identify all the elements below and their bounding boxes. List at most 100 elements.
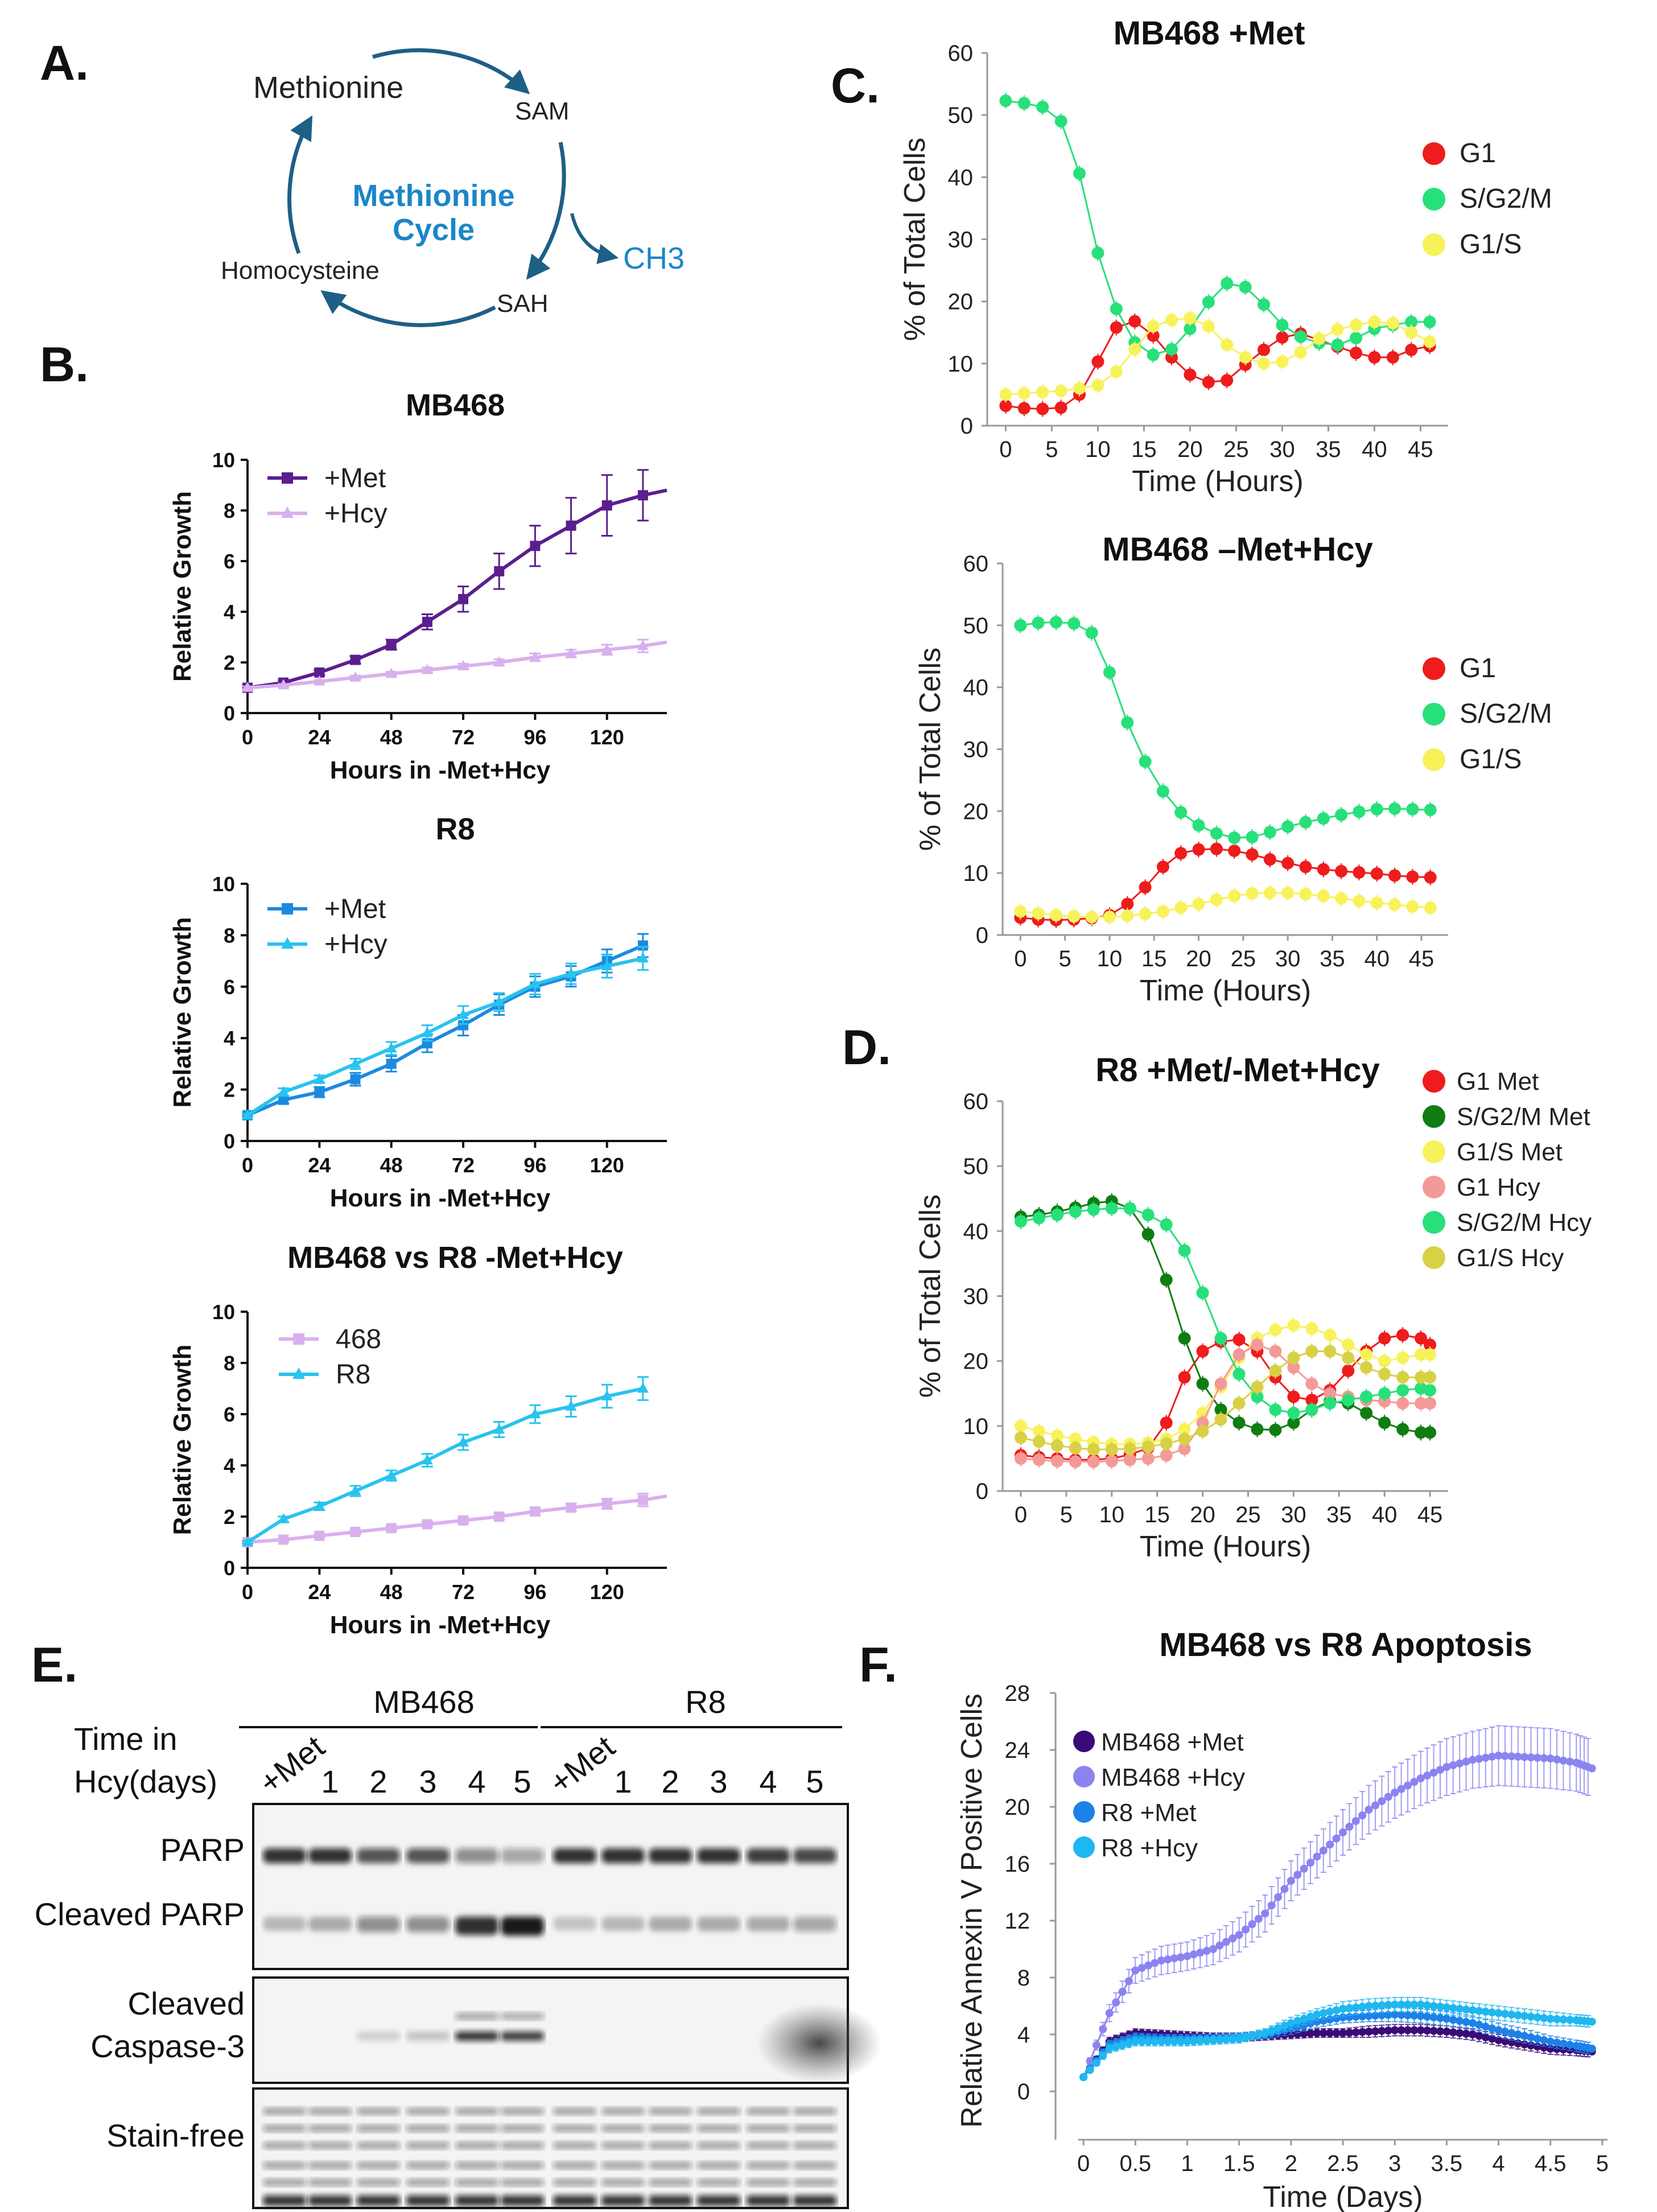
data-point xyxy=(1345,1823,1354,1831)
data-point xyxy=(278,1513,290,1523)
data-point xyxy=(385,1469,397,1480)
data-point xyxy=(1178,1423,1191,1436)
panel-label-b: B. xyxy=(40,337,89,392)
x-tick-label: 24 xyxy=(308,1580,331,1604)
data-point xyxy=(1319,2029,1328,2037)
data-point xyxy=(1032,1212,1045,1225)
legend-label: S/G2/M Hcy xyxy=(1457,1209,1592,1237)
data-point xyxy=(529,1408,541,1419)
data-point xyxy=(1174,806,1188,819)
data-point xyxy=(1442,2028,1451,2036)
data-point xyxy=(1397,2026,1405,2034)
y-tick-label: 10 xyxy=(212,872,235,896)
data-point xyxy=(1540,2036,1548,2044)
data-point xyxy=(1514,1752,1522,1761)
x-tick-label: 1.5 xyxy=(1223,2151,1255,2176)
band-stain-free xyxy=(263,2162,306,2168)
data-point xyxy=(1559,2015,1568,2024)
data-point xyxy=(1105,1455,1118,1468)
x-tick-label: 0 xyxy=(242,1154,253,1177)
data-point xyxy=(1429,2026,1438,2035)
y-axis-label: Relative Growth xyxy=(168,1345,196,1535)
legend-marker xyxy=(1423,233,1445,256)
y-tick-label: 0 xyxy=(224,1556,235,1580)
legend-label: MB468 +Hcy xyxy=(1101,1764,1245,1791)
data-point xyxy=(1424,901,1437,915)
x-tick-label: 4 xyxy=(1492,2151,1505,2176)
data-point xyxy=(1462,1757,1470,1766)
data-point xyxy=(350,1074,361,1085)
data-point xyxy=(1350,319,1362,332)
data-point xyxy=(1299,860,1312,874)
legend-marker xyxy=(282,472,293,484)
x-axis-label: Time (Hours) xyxy=(1132,465,1303,498)
data-point xyxy=(1391,2026,1399,2034)
y-tick-label: 2 xyxy=(224,1505,235,1529)
legend-marker xyxy=(292,1367,305,1379)
data-point xyxy=(1174,847,1188,860)
data-point xyxy=(1036,100,1049,113)
data-point xyxy=(601,1498,612,1509)
data-point xyxy=(529,978,541,988)
data-point xyxy=(1280,1885,1289,1893)
data-point xyxy=(1553,2045,1561,2053)
series-G1/S xyxy=(1014,884,1437,925)
wb-blot-caspase xyxy=(252,1976,849,2084)
data-point xyxy=(1128,343,1141,356)
data-point xyxy=(1160,1449,1173,1462)
data-point xyxy=(1073,382,1086,395)
data-point xyxy=(1424,1426,1437,1439)
wb-row-stain-free: Stain-free xyxy=(106,2118,245,2153)
data-point xyxy=(1520,2032,1529,2040)
data-point xyxy=(314,675,325,686)
data-point xyxy=(1514,2011,1522,2020)
data-point xyxy=(1423,2026,1432,2035)
data-point xyxy=(1415,1371,1428,1384)
y-tick-label: 20 xyxy=(948,290,974,315)
data-point xyxy=(1565,2041,1574,2049)
data-point xyxy=(1196,1377,1209,1390)
legend-label: R8 +Hcy xyxy=(1101,1834,1198,1862)
y-tick-label: 0 xyxy=(224,702,235,725)
data-point xyxy=(1488,1752,1497,1761)
data-point xyxy=(1036,386,1049,399)
data-point xyxy=(1178,1432,1191,1445)
x-tick-label: 15 xyxy=(1131,437,1157,462)
y-tick-label: 0 xyxy=(224,1130,235,1153)
cycle-arrow-right xyxy=(526,142,566,280)
data-point xyxy=(1276,331,1289,344)
data-point xyxy=(1468,2019,1477,2027)
data-point xyxy=(1202,320,1215,333)
data-point xyxy=(1281,856,1295,870)
data-point xyxy=(1144,1961,1153,1970)
data-point xyxy=(601,1390,613,1400)
x-tick-label: 35 xyxy=(1326,1502,1352,1527)
data-point xyxy=(1087,1203,1100,1216)
data-point xyxy=(1540,1754,1548,1762)
data-point xyxy=(242,681,253,692)
band-stain-free xyxy=(553,2195,596,2206)
data-point xyxy=(1533,2034,1541,2043)
data-point xyxy=(1274,2024,1283,2032)
legend-marker xyxy=(1423,703,1445,726)
data-point xyxy=(1317,812,1330,825)
data-point xyxy=(637,1382,649,1393)
wb-lane-label: 2 xyxy=(369,1764,387,1799)
y-tick-label: 10 xyxy=(963,861,989,886)
x-tick-label: 96 xyxy=(524,1154,546,1177)
data-point xyxy=(1324,1345,1337,1358)
data-point xyxy=(1494,2026,1503,2034)
x-tick-label: 48 xyxy=(380,1154,403,1177)
data-point xyxy=(1565,2016,1574,2024)
data-point xyxy=(1054,384,1067,397)
band-stain-free xyxy=(406,2126,450,2131)
data-point xyxy=(349,1057,361,1068)
data-point xyxy=(1371,2027,1379,2036)
data-point xyxy=(1388,869,1402,882)
data-point xyxy=(1280,2021,1289,2030)
data-point xyxy=(1251,1423,1264,1436)
data-point xyxy=(1462,2029,1470,2038)
data-point xyxy=(1345,2004,1354,2012)
data-point xyxy=(1229,1934,1237,1943)
